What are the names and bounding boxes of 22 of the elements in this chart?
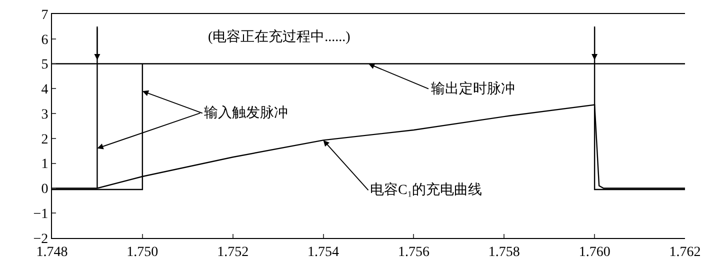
x-tick-label: 1.756	[398, 244, 430, 260]
annotation: 电容C₁的充电曲线	[370, 182, 482, 198]
x-tick-label: 1.754	[308, 244, 340, 260]
y-tick-label: 5	[41, 58, 48, 73]
y-tick-label: −2	[33, 232, 48, 247]
x-tick-label: 1.750	[126, 244, 158, 260]
y-tick-label: 2	[41, 132, 48, 148]
y-tick-label: 7	[41, 8, 48, 23]
x-tick-label: 1.760	[578, 244, 610, 260]
annotation: (电容正在充过程中......)	[208, 29, 351, 45]
x-tick-label: 1.758	[488, 244, 520, 260]
annotation: 输出定时脉冲	[431, 81, 515, 97]
y-tick-label: 6	[41, 32, 48, 48]
y-tick-label: −1	[33, 207, 48, 222]
x-tick-label: 1.748	[36, 244, 68, 260]
annotation: 输入触发脉冲	[204, 105, 288, 121]
y-tick-label: 1	[41, 157, 48, 172]
y-tick-label: 3	[41, 107, 48, 122]
y-tick-label: 0	[41, 182, 48, 198]
x-tick-label: 1.762	[669, 244, 701, 260]
x-tick-label: 1.752	[217, 244, 249, 260]
y-tick-label: 4	[41, 82, 48, 98]
